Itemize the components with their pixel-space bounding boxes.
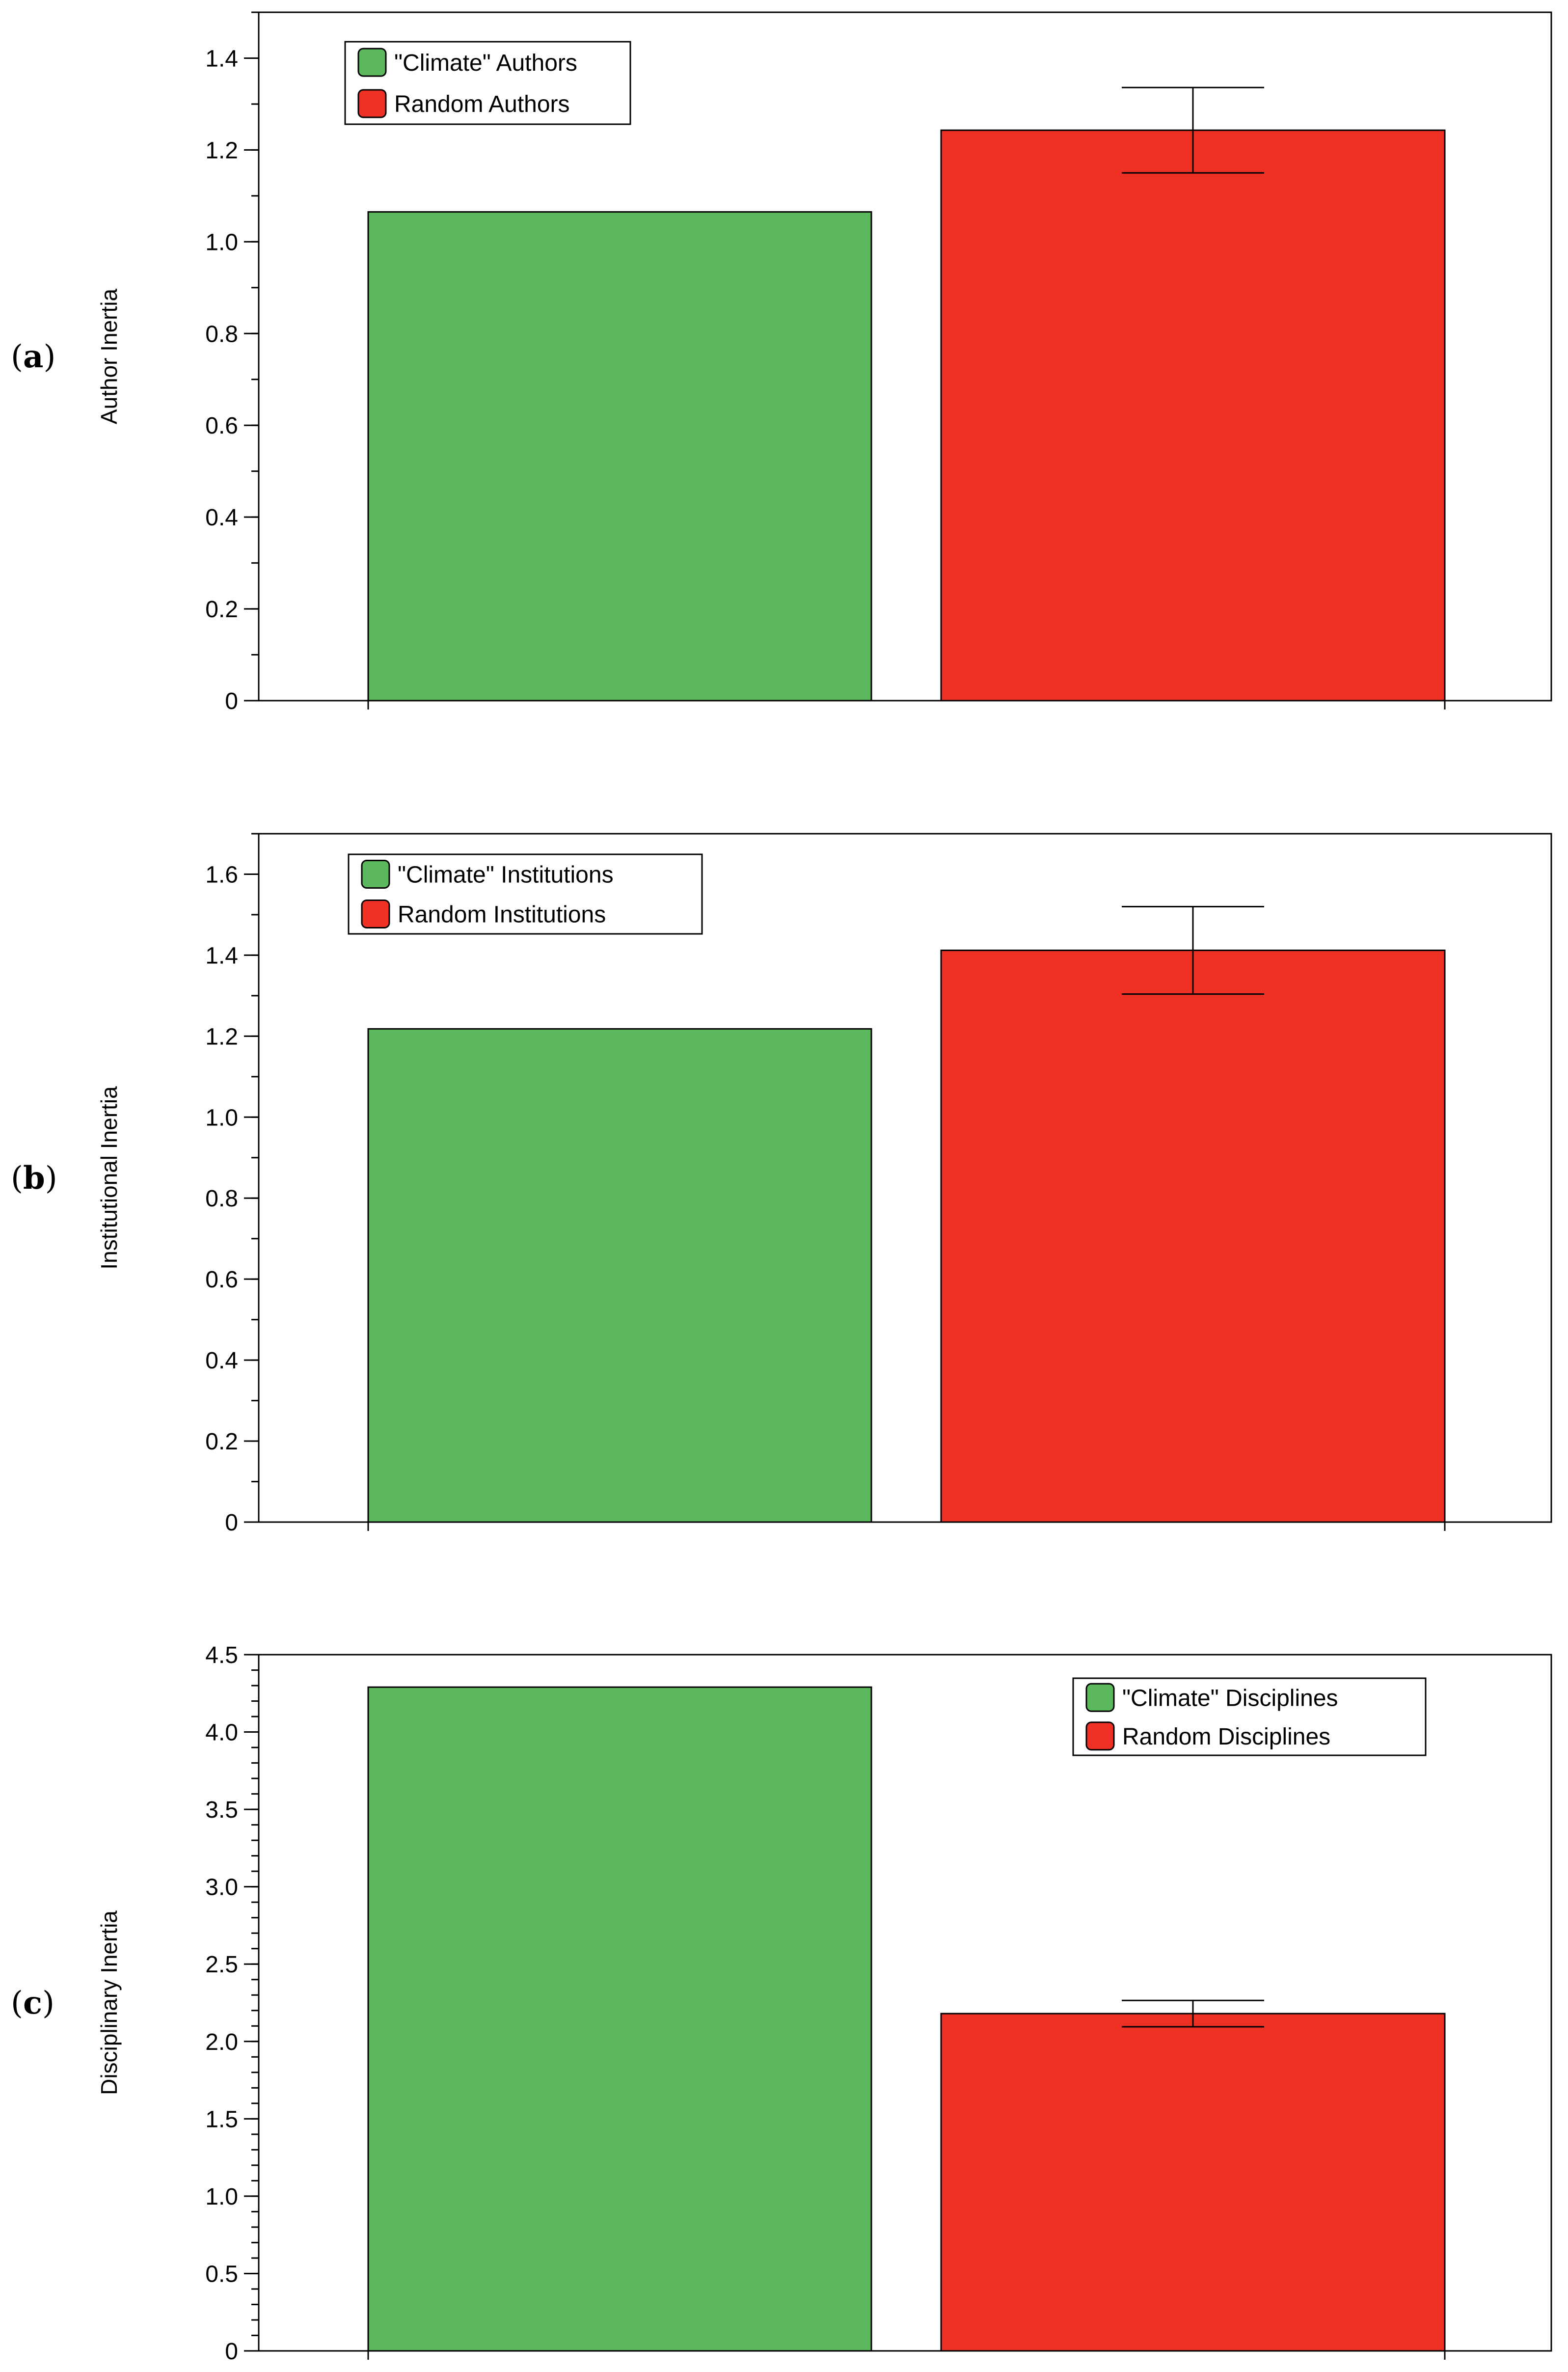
legend: "Climate" Disciplines Random Disciplines [1072,1677,1427,1756]
legend-swatch [357,48,387,77]
y-tick-label: 0 [225,688,238,714]
y-tick-label: 2.5 [205,1952,238,1978]
legend-entry-label: Random Institutions [398,902,606,928]
y-tick-label: 3.5 [205,1797,238,1823]
legend-swatch [361,860,390,889]
random-bar [940,129,1446,702]
y-tick-label: 0.4 [205,1348,238,1374]
y-tick-label: 3.0 [205,1875,238,1901]
y-axis-label: Institutional Inertia [96,1086,122,1270]
legend: "Climate" Institutions Random Institution… [348,853,703,935]
plot-frame [258,833,1552,1523]
y-tick-label: 1.0 [205,2184,238,2210]
legend-swatch [1085,1683,1115,1712]
panel-label: (b) [11,1160,57,1197]
y-tick-label: 0.2 [205,597,238,623]
legend-box [348,853,703,935]
legend-entry-label: Random Authors [394,91,570,117]
y-tick-label: 1.0 [205,229,238,255]
climate-bar [367,1028,872,1523]
y-tick-label: 1.2 [205,137,238,164]
y-tick-label: 0.6 [205,413,238,439]
y-tick-label: 0.2 [205,1429,238,1455]
y-tick-label: 1.5 [205,2106,238,2132]
panel-a: 0 0.2 0.4 0.6 0.8 1.0 1.2 1.4 Author Inertia (a) "… [11,11,1552,714]
legend-entry-label: "Climate" Disciplines [1122,1685,1338,1711]
legend-swatch [1085,1721,1115,1751]
y-tick-label: 1.4 [205,46,238,72]
panel-label: (c) [11,1985,54,2021]
legend: "Climate" Authors Random Authors [344,41,631,125]
climate-bar [367,1686,872,2352]
legend-entry-label: "Climate" Authors [394,50,577,76]
y-tick-label: 4.5 [205,1642,238,1668]
legend-box [1072,1677,1427,1756]
plot-frame [258,11,1552,702]
panel-b: 0 0.2 0.4 0.6 0.8 1.0 1.2 1.4 1.6 Institutional I… [11,833,1552,1536]
y-tick-label: 0.4 [205,505,238,531]
plot-frame [258,1654,1552,2352]
y-tick-label: 1.0 [205,1105,238,1131]
y-tick-label: 0.8 [205,321,238,347]
random-bar [940,950,1446,1523]
legend-box [344,41,631,125]
panel-label: (a) [11,338,55,375]
y-tick-label: 0 [225,1510,238,1536]
y-axis-label: Disciplinary Inertia [96,1910,122,2095]
y-tick-label: 0.8 [205,1186,238,1212]
random-bar [940,2013,1446,2352]
y-tick-label: 0.6 [205,1267,238,1293]
legend-entry-label: Random Disciplines [1122,1724,1330,1750]
y-tick-label: 2.0 [205,2029,238,2055]
y-tick-label: 0.5 [205,2261,238,2287]
y-tick-label: 1.4 [205,943,238,969]
y-tick-label: 1.2 [205,1024,238,1050]
legend-swatch [357,89,387,118]
panel-c: 0 0.5 1.0 1.5 2.0 2.5 3.0 3.5 4.0 4.5 Disciplinary… [11,1642,1552,2365]
legend-entry-label: "Climate" Institutions [398,862,614,888]
y-tick-label: 0 [225,2339,238,2365]
legend-swatch [361,900,390,928]
climate-bar [367,211,872,702]
y-tick-label: 1.6 [205,862,238,888]
y-tick-label: 4.0 [205,1720,238,1746]
y-axis-label: Author Inertia [96,289,122,425]
